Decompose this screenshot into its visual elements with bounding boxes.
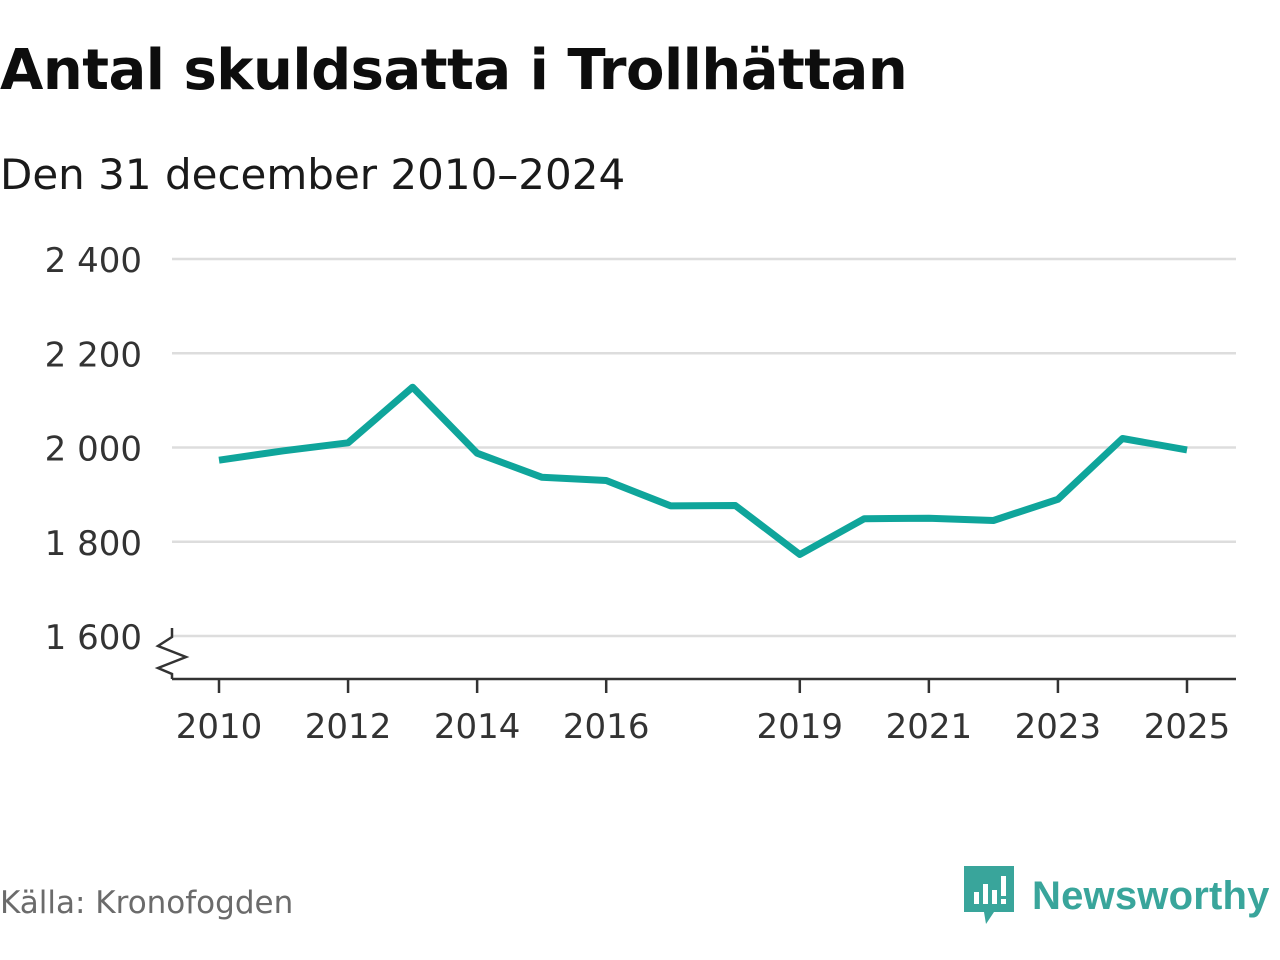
x-tick-label: 2019 — [757, 707, 844, 747]
x-tick-label: 2012 — [305, 707, 392, 747]
x-tick-label: 2016 — [563, 707, 650, 747]
series-line — [218, 383, 1188, 558]
brand-logo: Newsworthy — [964, 866, 1270, 926]
brand-name: Newsworthy — [1032, 873, 1270, 918]
source-note: Källa: Kronofogden — [0, 885, 294, 921]
line-chart: 1 600 1 800 2 000 2 200 2 400 2010 2012 2014 201… — [45, 241, 1236, 747]
y-tick-label: 2 400 — [45, 241, 142, 281]
y-tick-label: 2 000 — [45, 430, 142, 470]
chart-subtitle: Den 31 december 2010–2024 — [0, 150, 626, 199]
x-tick-label: 2021 — [886, 707, 973, 747]
y-tick-label: 1 800 — [45, 524, 142, 564]
x-tick-label: 2014 — [434, 707, 521, 747]
x-tick-label: 2023 — [1015, 707, 1102, 747]
y-tick-label: 1 600 — [45, 618, 142, 658]
newsworthy-logo-icon — [964, 866, 1014, 924]
y-axis-break — [154, 628, 190, 679]
x-tick-label: 2010 — [176, 707, 263, 747]
x-tick-label: 2025 — [1144, 707, 1231, 747]
chart-title: Antal skuldsatta i Trollhättan — [0, 38, 908, 103]
y-tick-label: 2 200 — [45, 335, 142, 375]
